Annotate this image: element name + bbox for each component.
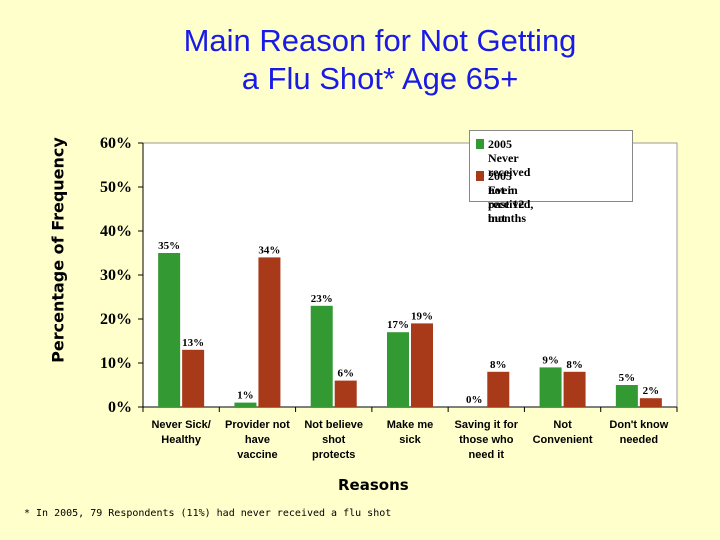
legend-label-never: 2005 Never received — [488, 137, 531, 179]
data-label-ever-6: 2% — [643, 385, 660, 397]
y-tick-label: 60% — [100, 135, 132, 152]
legend-swatch-never — [476, 139, 484, 149]
data-label-never-1: 1% — [237, 390, 254, 402]
category-label-line: protects — [312, 449, 355, 461]
data-label-never-3: 17% — [387, 319, 409, 331]
x-axis-label: Reasons — [338, 476, 409, 494]
y-tick-label: 30% — [100, 267, 132, 284]
category-label-5: Not Convenient — [533, 419, 593, 446]
data-label-ever-4: 8% — [490, 359, 507, 371]
data-label-ever-3: 19% — [411, 310, 433, 322]
category-label-line: vaccine — [237, 449, 277, 461]
data-label-never-0: 35% — [158, 240, 180, 252]
category-label-line: need it — [469, 449, 505, 461]
bar-never-5 — [539, 367, 562, 407]
category-label-line: Healthy — [161, 434, 202, 446]
category-label-line: needed — [620, 434, 659, 446]
data-label-never-4: 0% — [466, 394, 483, 406]
category-label-line: Not believe — [304, 419, 363, 431]
category-label-line: Don't know — [609, 419, 668, 431]
y-tick-label: 40% — [100, 223, 132, 240]
category-label-line: those who — [459, 434, 514, 446]
bar-ever-4 — [487, 371, 510, 407]
category-label-line: Saving it for — [455, 419, 519, 431]
bar-never-0 — [158, 253, 181, 407]
y-tick-label: 10% — [100, 355, 132, 372]
category-label-line: Provider not — [225, 419, 290, 431]
category-label-0: Never Sick/Healthy — [151, 419, 210, 446]
data-label-never-2: 23% — [311, 293, 333, 305]
chart-title-line-1: Main Reason for Not Getting — [183, 23, 577, 58]
bar-ever-0 — [182, 349, 205, 407]
footnote: * In 2005, 79 Respondents (11%) had neve… — [24, 508, 392, 519]
legend: 2005 Never received 2005 Ever received, … — [469, 130, 633, 225]
bar-ever-1 — [258, 257, 281, 407]
legend-swatch-ever — [476, 171, 484, 181]
bar-ever-3 — [411, 323, 433, 407]
data-label-ever-2: 6% — [337, 368, 354, 380]
category-label-line: Make me — [387, 419, 433, 431]
y-tick-label: 20% — [100, 311, 132, 328]
category-label-1: Provider not have vaccine — [225, 419, 290, 461]
bar-never-1 — [234, 402, 257, 407]
chart-title-line-2: a Flu Shot* Age 65+ — [241, 61, 519, 96]
bar-ever-2 — [334, 380, 357, 407]
category-label-4: Saving it for those who need it — [455, 419, 519, 461]
bar-ever-5 — [563, 371, 586, 407]
bar-never-2 — [310, 305, 333, 407]
category-label-line: have — [245, 434, 270, 446]
data-label-ever-1: 34% — [258, 244, 280, 256]
category-label-line: Not — [553, 419, 572, 431]
category-label-2: Not believe shot protects — [304, 419, 363, 461]
category-label-line: sick — [399, 434, 421, 446]
y-tick-label: 0% — [108, 399, 132, 416]
y-tick-label: 50% — [100, 179, 132, 196]
category-label-line: Convenient — [533, 434, 593, 446]
category-label-line: Never Sick/ — [151, 419, 210, 431]
category-label-6: Don't know needed — [609, 419, 668, 446]
chart-title: Main Reason for Not Getting a Flu Shot* … — [130, 22, 630, 98]
data-label-ever-0: 13% — [182, 337, 204, 349]
data-label-never-5: 9% — [542, 354, 559, 366]
category-label-line: shot — [322, 434, 346, 446]
category-label-3: Make me sick — [387, 419, 433, 446]
data-label-ever-5: 8% — [566, 359, 583, 371]
bar-ever-6 — [639, 398, 662, 407]
legend-label-ever-line-1: 2005 Ever received, but — [488, 169, 534, 225]
data-label-never-6: 5% — [619, 372, 636, 384]
bar-never-6 — [615, 385, 638, 407]
bar-never-3 — [387, 332, 409, 407]
legend-label-ever-line-2: not in past 12 months — [488, 183, 527, 225]
